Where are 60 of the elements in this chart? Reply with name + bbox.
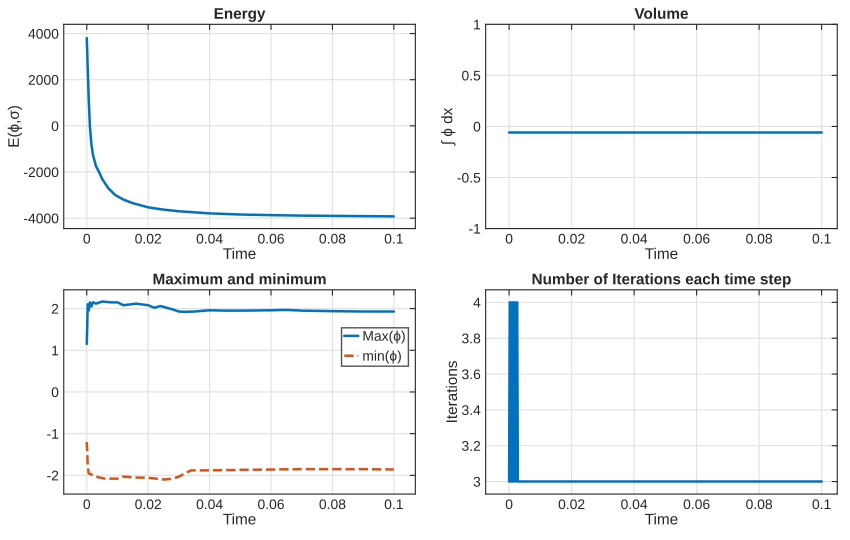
- chart-title: Number of Iterations each time step: [532, 273, 791, 288]
- y-tick-label: 0: [52, 121, 58, 132]
- x-tick-label: 0.06: [684, 234, 710, 244]
- x-tick-label: 0.08: [319, 499, 346, 510]
- y-tick-label: 3.2: [462, 441, 480, 451]
- x-tick-label: 0.06: [684, 499, 710, 510]
- x-tick-label: 0.06: [258, 499, 284, 510]
- y-axis-title: E(ϕ,σ): [8, 106, 22, 146]
- legend-label: min(ϕ): [363, 350, 401, 364]
- legend-label: Max(ϕ): [363, 330, 405, 344]
- x-tick-label: 0: [83, 499, 90, 510]
- x-tick-label: 0: [83, 234, 90, 244]
- x-axis-title: Time: [223, 513, 256, 525]
- x-tick-label: 0: [506, 499, 512, 510]
- x-tick-label: 0.08: [746, 499, 772, 510]
- x-tick-label: 0.04: [196, 499, 223, 510]
- x-tick-label: 0.02: [558, 499, 584, 510]
- x-tick-label: 0.02: [558, 234, 584, 244]
- x-tick-label: 0.1: [384, 499, 403, 510]
- x-tick-label: 0.02: [135, 234, 162, 244]
- y-tick-label: 1: [474, 20, 480, 30]
- x-tick-label: 0.1: [812, 499, 831, 510]
- y-tick-label: 3.8: [462, 334, 480, 344]
- y-axis-title: ∫ ϕ dx: [441, 108, 456, 146]
- y-axis-title: Iterations: [446, 361, 458, 422]
- x-axis-title: Time: [223, 248, 256, 259]
- y-tick-label: -1: [469, 224, 480, 234]
- y-tick-label: 0: [474, 122, 480, 132]
- x-tick-label: 0.08: [319, 234, 346, 244]
- y-tick-label: 1: [52, 346, 58, 356]
- y-tick-label: 3.6: [462, 369, 480, 380]
- y-tick-label: -0.5: [457, 172, 480, 183]
- x-tick-label: 0.02: [135, 499, 162, 510]
- chart-title: Energy: [214, 8, 266, 22]
- y-tick-label: 2000: [28, 75, 58, 85]
- line-series: [86, 36, 396, 218]
- y-tick-label: 0: [52, 387, 58, 398]
- x-tick-label: 0.04: [196, 234, 223, 244]
- x-tick-label: 0.04: [621, 234, 648, 244]
- chart-title: Volume: [634, 8, 688, 19]
- y-tick-label: -4000: [24, 214, 58, 224]
- y-tick-label: 2: [52, 304, 58, 314]
- line-series: [86, 440, 396, 481]
- y-tick-label: 3.4: [462, 405, 480, 416]
- chart-title: Maximum and minimum: [154, 273, 326, 284]
- x-tick-label: 0.08: [746, 234, 772, 244]
- y-tick-label: -2: [47, 470, 58, 480]
- x-tick-label: 0.1: [812, 234, 831, 244]
- y-tick-label: 0.5: [462, 70, 480, 81]
- x-tick-label: 0.06: [258, 234, 284, 244]
- x-tick-label: 0.1: [384, 234, 403, 244]
- y-tick-label: 4000: [28, 28, 58, 39]
- y-tick-label: -2000: [24, 167, 58, 178]
- y-tick-label: -1: [47, 429, 58, 439]
- y-tick-label: 3: [474, 476, 480, 487]
- x-tick-label: 0.04: [621, 499, 648, 510]
- x-axis-title: Time: [645, 248, 678, 259]
- x-axis-title: Time: [645, 513, 678, 525]
- x-tick-label: 0: [506, 234, 512, 244]
- y-tick-label: 4: [473, 298, 480, 308]
